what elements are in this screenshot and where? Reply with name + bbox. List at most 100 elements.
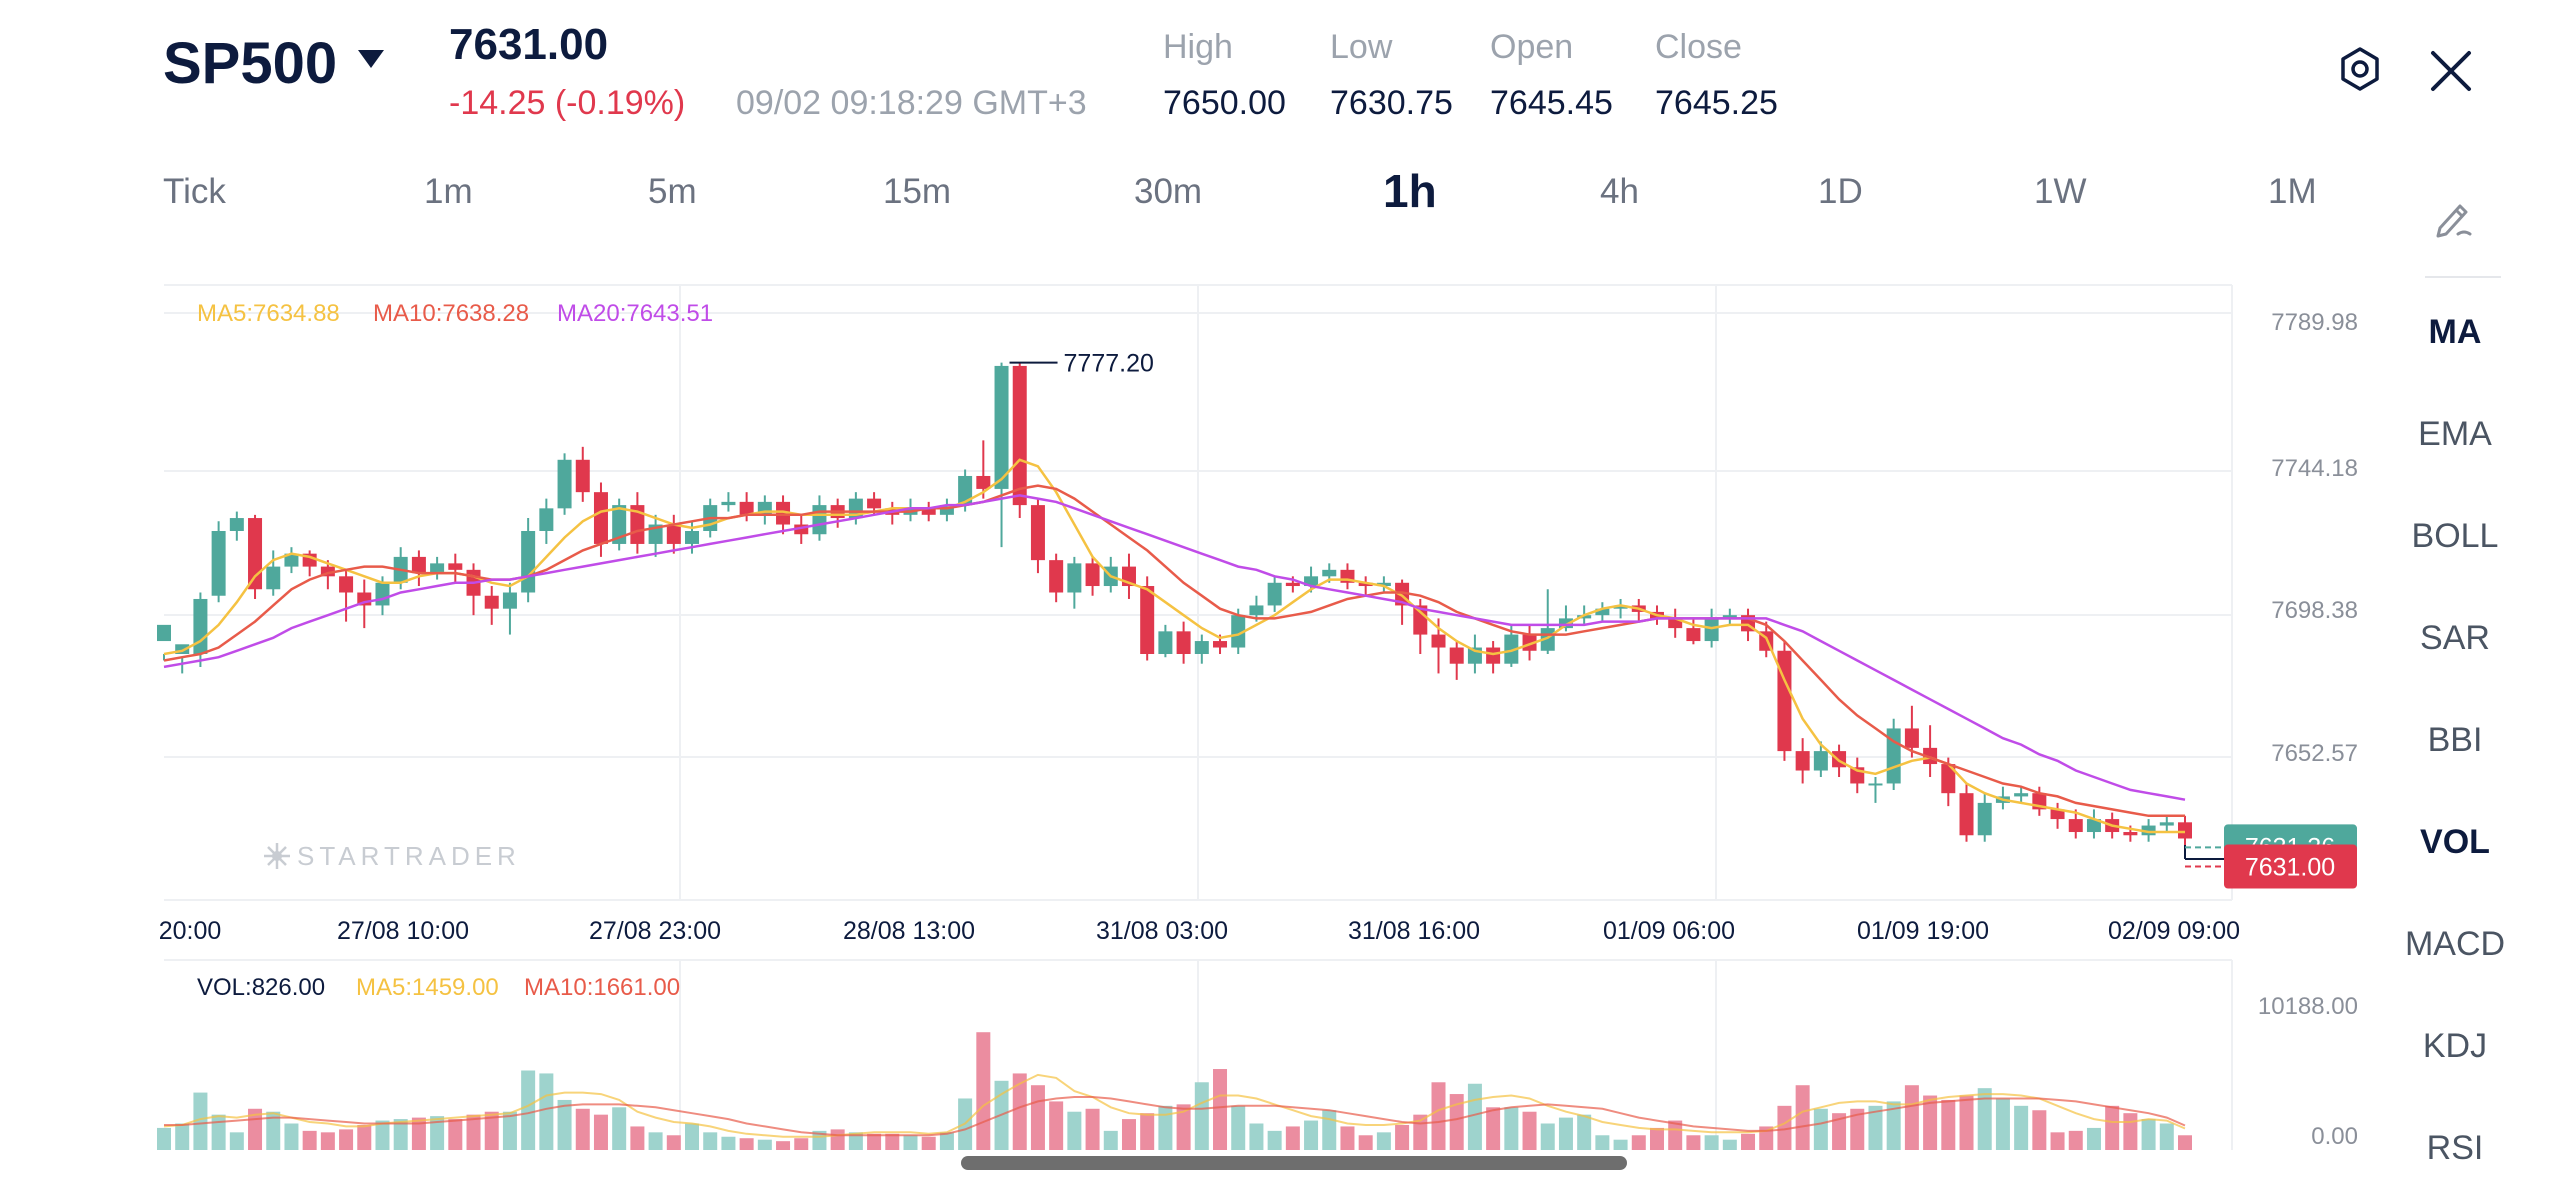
tab-1h[interactable]: 1h	[1383, 165, 1437, 217]
tab-4h[interactable]: 4h	[1600, 172, 1639, 211]
legend-ma20: MA20:7643.51	[557, 300, 713, 327]
candle-body	[739, 501, 754, 515]
candle-body	[1449, 647, 1464, 664]
candle-body	[1668, 618, 1683, 629]
volume-ma5-line	[163, 1073, 2186, 1138]
settings-hexagon-icon[interactable]	[2337, 46, 2383, 92]
volume-bar	[1959, 1095, 1974, 1150]
indicator-boll[interactable]: BOLL	[2411, 517, 2499, 555]
volume-bar	[648, 1132, 663, 1150]
stat-high-label: High	[1163, 28, 1233, 66]
volume-bar	[1923, 1095, 1938, 1150]
stat-open-value: 7645.45	[1490, 84, 1613, 122]
candle-body	[1613, 605, 1628, 609]
volume-bar	[411, 1117, 426, 1150]
candle-body	[1267, 582, 1282, 606]
price-change: -14.25 (-0.19%)	[449, 84, 686, 122]
volume-bar	[721, 1136, 736, 1150]
candle-body	[502, 592, 517, 609]
indicator-sar[interactable]: SAR	[2420, 619, 2490, 657]
candle-body	[266, 566, 281, 590]
current-price: 7631.00	[449, 20, 609, 69]
chevron-down-icon[interactable]	[358, 50, 384, 68]
volume-bar	[666, 1135, 681, 1150]
volume-bar	[1012, 1073, 1027, 1150]
volume-bar	[885, 1133, 900, 1150]
candle-body	[2123, 832, 2138, 836]
volume-bar	[575, 1108, 590, 1150]
indicator-vol[interactable]: VOL	[2420, 823, 2490, 861]
tab-1m[interactable]: 1m	[424, 172, 473, 211]
candle-body	[1322, 569, 1337, 577]
candle-body	[1285, 582, 1300, 587]
horizontal-scrollbar[interactable]	[961, 1156, 1627, 1170]
candle-body	[1686, 628, 1701, 642]
x-tick-label: 31/08 16:00	[1348, 917, 1480, 945]
candle-body	[430, 563, 445, 574]
candle-body	[939, 505, 954, 515]
tab-5m[interactable]: 5m	[648, 172, 697, 211]
volume-bar	[867, 1133, 882, 1150]
candle-body	[1813, 751, 1828, 771]
volume-bar	[2032, 1110, 2047, 1150]
volume-bar	[2105, 1105, 2120, 1150]
close-icon[interactable]	[2428, 48, 2474, 94]
volume-bar	[1777, 1105, 1792, 1150]
stat-close-label: Close	[1655, 28, 1742, 66]
volume-bar	[320, 1132, 335, 1150]
volume-bar	[1832, 1113, 1847, 1150]
indicator-macd[interactable]: MACD	[2404, 925, 2506, 963]
candle-body	[593, 492, 608, 544]
candle-body	[229, 518, 244, 531]
tab-1mo[interactable]: 1M	[2268, 172, 2317, 211]
tab-1d[interactable]: 1D	[1818, 172, 1863, 211]
volume-bar	[2141, 1119, 2156, 1150]
vol-y-tick-label: 0.00	[2311, 1123, 2358, 1150]
volume-bar	[776, 1141, 791, 1150]
draw-pencil-icon[interactable]	[2432, 196, 2476, 240]
volume-bar	[1376, 1132, 1391, 1150]
candle-body	[1049, 560, 1064, 593]
volume-ma-lines	[163, 1073, 2186, 1138]
max-price-label: 7777.20	[1064, 350, 1154, 378]
volume-bar	[848, 1132, 863, 1150]
candle-body	[175, 644, 190, 654]
candle-body	[1595, 608, 1610, 616]
candle-body	[1176, 631, 1191, 654]
tab-30m[interactable]: 30m	[1134, 172, 1203, 211]
tab-15m[interactable]: 15m	[883, 172, 952, 211]
volume-bar	[1631, 1135, 1646, 1150]
candle-body	[776, 501, 791, 525]
indicator-ma[interactable]: MA	[2428, 313, 2482, 351]
tab-1w[interactable]: 1W	[2034, 172, 2087, 211]
candle-body	[411, 556, 426, 574]
indicator-rsi[interactable]: RSI	[2426, 1129, 2484, 1167]
volume-bar	[2123, 1113, 2138, 1150]
chart-area[interactable]: STARTRADER MA5:7634.88 MA10:7638.28 MA20…	[0, 0, 2380, 1181]
indicator-kdj[interactable]: KDJ	[2422, 1027, 2488, 1065]
symbol-selector[interactable]: SP500	[163, 31, 338, 96]
stat-close-value: 7645.25	[1655, 84, 1778, 122]
volume-bar	[1558, 1117, 1573, 1150]
indicator-ema[interactable]: EMA	[2418, 415, 2492, 453]
volume-bar	[339, 1129, 354, 1150]
volume-bar	[1340, 1126, 1355, 1150]
candle-body	[1795, 751, 1810, 771]
volume-bar	[430, 1116, 445, 1150]
candle-body	[521, 531, 536, 593]
candle-body	[2178, 822, 2192, 839]
volume-bar	[193, 1092, 208, 1150]
ma-legend: MA5:7634.88 MA10:7638.28 MA20:7643.51	[197, 300, 713, 327]
candle-body	[812, 505, 827, 535]
legend-vol: VOL:826.00	[197, 974, 325, 1001]
volume-bar	[1850, 1108, 1865, 1150]
candle-body	[1358, 582, 1373, 587]
candle-body	[1722, 615, 1737, 619]
volume-bar	[1504, 1107, 1519, 1150]
vol-legend: VOL:826.00 MA5:1459.00 MA10:1661.00	[197, 974, 680, 1001]
indicator-bbi[interactable]: BBI	[2427, 721, 2483, 759]
tab-tick[interactable]: Tick	[163, 172, 226, 211]
candle-body	[575, 459, 590, 493]
volume-bar	[1686, 1135, 1701, 1150]
candle-body	[484, 595, 499, 609]
